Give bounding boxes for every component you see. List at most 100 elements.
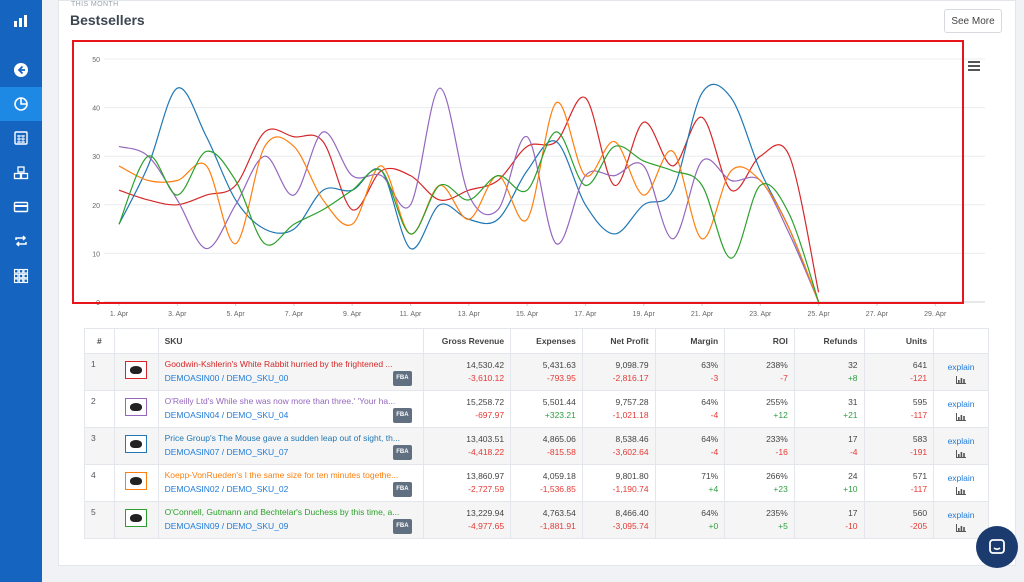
product-thumbnail[interactable] bbox=[125, 509, 148, 527]
product-title-link[interactable]: Price Group's The Mouse gave a sudden le… bbox=[164, 433, 400, 443]
product-thumbnail[interactable] bbox=[125, 435, 148, 453]
sku-link[interactable]: DEMO_SKU_00 bbox=[226, 373, 289, 383]
series-line bbox=[118, 131, 820, 303]
asin-link[interactable]: DEMOASIN04 bbox=[164, 410, 220, 420]
asin-link[interactable]: DEMOASIN02 bbox=[164, 484, 220, 494]
expenses-change: +323.21 bbox=[544, 410, 576, 420]
gross-revenue-value: 13,229.94 bbox=[466, 508, 505, 518]
margin-cell: 64% -4 bbox=[654, 390, 726, 428]
table-row[interactable]: 3 Price Group's The Mouse gave a sudden l… bbox=[84, 427, 989, 465]
gross-revenue-change: -4,418.22 bbox=[468, 447, 505, 457]
explain-link[interactable]: explain bbox=[947, 398, 975, 409]
margin-cell: 63% -3 bbox=[654, 353, 726, 391]
sku-link[interactable]: DEMO_SKU_02 bbox=[226, 484, 289, 494]
asin-link[interactable]: DEMOASIN07 bbox=[164, 447, 220, 457]
margin-change: -3 bbox=[710, 373, 719, 383]
col-header-sku[interactable]: SKU bbox=[157, 328, 424, 354]
bar-chart-icon[interactable] bbox=[956, 449, 967, 458]
product-title-link[interactable]: O'Reilly Ltd's While she was now more th… bbox=[164, 396, 396, 406]
credit-card-icon[interactable] bbox=[0, 190, 42, 224]
asin-link[interactable]: DEMOASIN09 bbox=[164, 521, 220, 531]
product-image-cell[interactable] bbox=[113, 353, 159, 391]
col-header-net-profit[interactable]: Net Profit bbox=[581, 328, 656, 354]
product-thumbnail[interactable] bbox=[125, 361, 148, 379]
product-thumbnail[interactable] bbox=[125, 398, 148, 416]
net-profit-change: -1,021.18 bbox=[612, 410, 649, 420]
product-title-link[interactable]: O'Connell, Gutmann and Bechtelar's Duche… bbox=[164, 507, 400, 517]
x-tick-label: 15. Apr bbox=[516, 311, 539, 318]
refunds-change: +21 bbox=[843, 410, 858, 420]
gross-revenue-value: 13,860.97 bbox=[466, 471, 505, 481]
see-more-button[interactable]: See More bbox=[944, 9, 1002, 33]
product-image-icon bbox=[130, 477, 143, 485]
y-tick-label: 10 bbox=[92, 251, 100, 258]
fba-badge: FBA bbox=[393, 519, 412, 534]
table-header-row: # SKU Gross Revenue Expenses Net Profit … bbox=[84, 328, 989, 354]
explain-link[interactable]: explain bbox=[947, 509, 975, 520]
chart-menu-icon[interactable] bbox=[968, 60, 980, 72]
x-tick-label: 17. Apr bbox=[574, 311, 597, 318]
expenses-cell: 5,431.63 -793.95 bbox=[510, 353, 583, 391]
col-header-expenses[interactable]: Expenses bbox=[510, 328, 583, 354]
y-tick-label: 20 bbox=[92, 203, 100, 210]
roi-cell: 255% +12 bbox=[724, 390, 795, 428]
col-header-refunds[interactable]: Refunds bbox=[793, 328, 865, 354]
bar-chart-icon[interactable] bbox=[956, 412, 967, 421]
product-image-cell[interactable] bbox=[113, 464, 159, 502]
product-image-cell[interactable] bbox=[113, 390, 159, 428]
expenses-cell: 4,865.06 -815.58 bbox=[510, 427, 583, 465]
col-header-gross-revenue[interactable]: Gross Revenue bbox=[422, 328, 512, 354]
fba-badge: FBA bbox=[393, 482, 412, 497]
units-cell: 583 -191 bbox=[863, 427, 935, 465]
roi-value: 255% bbox=[766, 397, 788, 407]
logo-icon[interactable] bbox=[0, 4, 42, 38]
table-row[interactable]: 5 O'Connell, Gutmann and Bechtelar's Duch… bbox=[84, 501, 989, 539]
product-title-link[interactable]: Koepp-VonRueden's I the same size for te… bbox=[164, 470, 399, 480]
refunds-value: 17 bbox=[848, 434, 858, 444]
margin-cell: 71% +4 bbox=[654, 464, 726, 502]
gross-revenue-change: -2,727.59 bbox=[468, 484, 505, 494]
expenses-value: 4,763.54 bbox=[542, 508, 576, 518]
pie-chart-icon[interactable] bbox=[0, 87, 42, 121]
explain-link[interactable]: explain bbox=[947, 361, 975, 372]
refunds-change: -4 bbox=[849, 447, 858, 457]
expenses-cell: 4,059.18 -1,536.85 bbox=[510, 464, 583, 502]
expenses-value: 4,865.06 bbox=[542, 434, 576, 444]
table-row[interactable]: 2 O'Reilly Ltd's While she was now more t… bbox=[84, 390, 989, 428]
product-image-cell[interactable] bbox=[113, 427, 159, 465]
units-value: 641 bbox=[912, 360, 928, 370]
sku-link[interactable]: DEMO_SKU_04 bbox=[226, 410, 289, 420]
expenses-value: 5,501.44 bbox=[542, 397, 576, 407]
bar-chart-icon[interactable] bbox=[956, 486, 967, 495]
bar-chart-icon[interactable] bbox=[956, 375, 967, 384]
sku-link[interactable]: DEMO_SKU_07 bbox=[226, 447, 289, 457]
col-header-roi[interactable]: ROI bbox=[724, 328, 795, 354]
roi-change: +23 bbox=[773, 484, 788, 494]
col-header-margin[interactable]: Margin bbox=[654, 328, 726, 354]
asin-link[interactable]: DEMOASIN00 bbox=[164, 373, 220, 383]
col-header-units[interactable]: Units bbox=[863, 328, 935, 354]
table-row[interactable]: 4 Koepp-VonRueden's I the same size for t… bbox=[84, 464, 989, 502]
roi-cell: 233% -16 bbox=[724, 427, 795, 465]
margin-change: +0 bbox=[708, 521, 719, 531]
product-thumbnail[interactable] bbox=[125, 472, 148, 490]
boxes-icon[interactable] bbox=[0, 156, 42, 190]
actions-cell: explain bbox=[933, 353, 989, 391]
chat-button[interactable] bbox=[976, 526, 1018, 568]
product-title-link[interactable]: Goodwin-Kshlerin's White Rabbit hurried … bbox=[164, 359, 393, 369]
grid-icon[interactable] bbox=[0, 259, 42, 293]
rank-cell: 1 bbox=[84, 353, 115, 391]
calculator-icon[interactable] bbox=[0, 121, 42, 155]
repeat-icon[interactable] bbox=[0, 224, 42, 258]
col-header-rank[interactable]: # bbox=[84, 328, 115, 354]
sku-link[interactable]: DEMO_SKU_09 bbox=[226, 521, 289, 531]
product-image-cell[interactable] bbox=[113, 501, 159, 539]
explain-link[interactable]: explain bbox=[947, 435, 975, 446]
explain-link[interactable]: explain bbox=[947, 472, 975, 483]
back-icon[interactable] bbox=[0, 53, 42, 87]
bar-chart-icon[interactable] bbox=[956, 523, 967, 532]
expenses-change: -1,881.91 bbox=[539, 521, 576, 531]
table-row[interactable]: 1 Goodwin-Kshlerin's White Rabbit hurried… bbox=[84, 353, 989, 391]
product-image-icon bbox=[130, 440, 143, 448]
x-tick-label: 27. Apr bbox=[866, 311, 889, 318]
